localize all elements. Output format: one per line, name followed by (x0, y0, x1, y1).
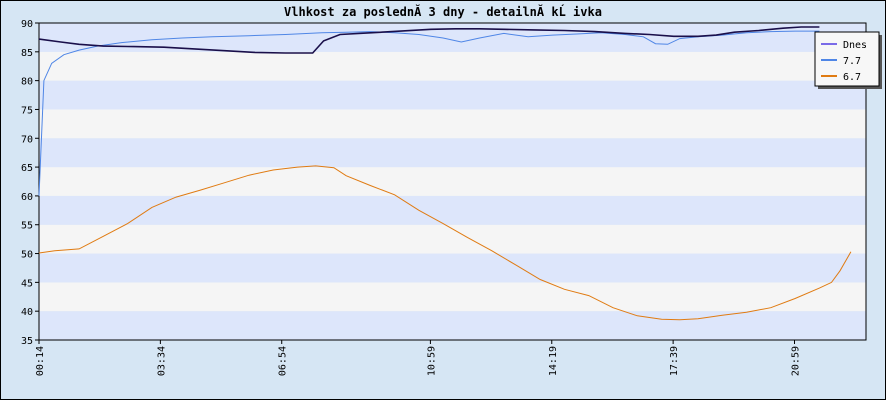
x-tick-label: 06:54 (278, 346, 289, 376)
series-line-6-7 (38, 165, 852, 321)
y-tick-label: 70 (21, 134, 33, 145)
grid-band (39, 224, 866, 254)
x-tick-label: 10:59 (426, 346, 437, 376)
x-axis: 00:14 03:34 06:54 10:59 14:19 17:39 20:59 (35, 340, 801, 376)
chart-title: Vlhkost za poslednĂ­ 3 dny - detailnĂ­ k… (284, 4, 602, 19)
legend-entry-label: 6.7 (843, 72, 861, 83)
y-tick-label: 65 (21, 163, 33, 174)
grid-band (39, 80, 866, 110)
grid-band (39, 253, 866, 283)
y-tick-label: 75 (21, 105, 33, 116)
grid-band (39, 282, 866, 312)
x-tick-label: 00:14 (35, 346, 46, 376)
series-lines (38, 26, 852, 321)
legend-entry-label: 7.7 (843, 56, 861, 67)
grid-band (39, 109, 866, 139)
plot-bands (39, 23, 866, 340)
x-tick-label: 03:34 (156, 346, 167, 376)
y-tick-label: 60 (21, 192, 33, 203)
legend: Dnes 7.7 6.7 (814, 31, 882, 89)
x-tick-label: 20:59 (790, 346, 801, 376)
grid-band (39, 51, 866, 81)
y-tick-label: 40 (21, 307, 33, 318)
grid-band (39, 195, 866, 225)
x-tick-label: 17:39 (669, 346, 680, 376)
y-tick-label: 35 (21, 336, 33, 347)
y-tick-label: 85 (21, 48, 33, 59)
grid-band (39, 167, 866, 196)
y-tick-label: 55 (21, 221, 33, 232)
y-tick-label: 80 (21, 77, 33, 88)
grid-band (39, 311, 866, 340)
y-axis: 35 40 45 50 55 60 65 70 75 80 85 90 (21, 19, 39, 347)
grid-band (39, 138, 866, 168)
legend-entry-label: Dnes (843, 40, 867, 51)
y-tick-label: 90 (21, 19, 33, 30)
y-tick-label: 45 (21, 278, 33, 289)
x-tick-label: 14:19 (548, 346, 559, 376)
series-line-dnes (38, 26, 820, 54)
grid-band (39, 23, 866, 52)
y-tick-label: 50 (21, 250, 33, 261)
plot-area-border (38, 22, 867, 341)
series-line-7-7 (38, 30, 820, 196)
